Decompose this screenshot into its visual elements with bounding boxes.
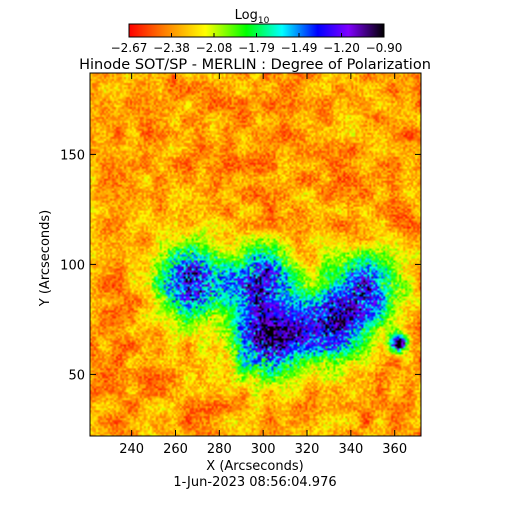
y-tick-label: 50 (68, 368, 85, 383)
y-tick-label: 150 (60, 148, 85, 163)
x-tick-label: 280 (207, 442, 232, 457)
heatmap-image (90, 73, 421, 436)
x-tick-label: 300 (251, 442, 276, 457)
colorbar-tick-label: −1.79 (238, 41, 275, 55)
x-tick-label: 360 (382, 442, 407, 457)
colorbar-tick-label: −2.38 (153, 41, 190, 55)
x-tick-label: 260 (163, 442, 188, 457)
timestamp: 1-Jun-2023 08:56:04.976 (173, 475, 336, 490)
colorbar-tick-label: −0.90 (366, 41, 403, 55)
x-tick-label: 320 (295, 442, 320, 457)
colorbar-tick-label: −2.08 (196, 41, 233, 55)
y-axis-label: Y (Arcseconds) (38, 210, 53, 307)
x-tick-label: 240 (119, 442, 144, 457)
y-tick-label: 100 (60, 258, 85, 273)
x-tick-label: 340 (338, 442, 363, 457)
x-axis-label: X (Arcseconds) (206, 459, 303, 474)
chart-title: Hinode SOT/SP - MERLIN : Degree of Polar… (79, 57, 431, 73)
colorbar-label: Log10 (235, 8, 270, 26)
colorbar-tick-label: −2.67 (111, 41, 148, 55)
colorbar-tick-label: −1.20 (323, 41, 360, 55)
plot-frame (89, 72, 422, 437)
colorbar-tick-label: −1.49 (281, 41, 318, 55)
